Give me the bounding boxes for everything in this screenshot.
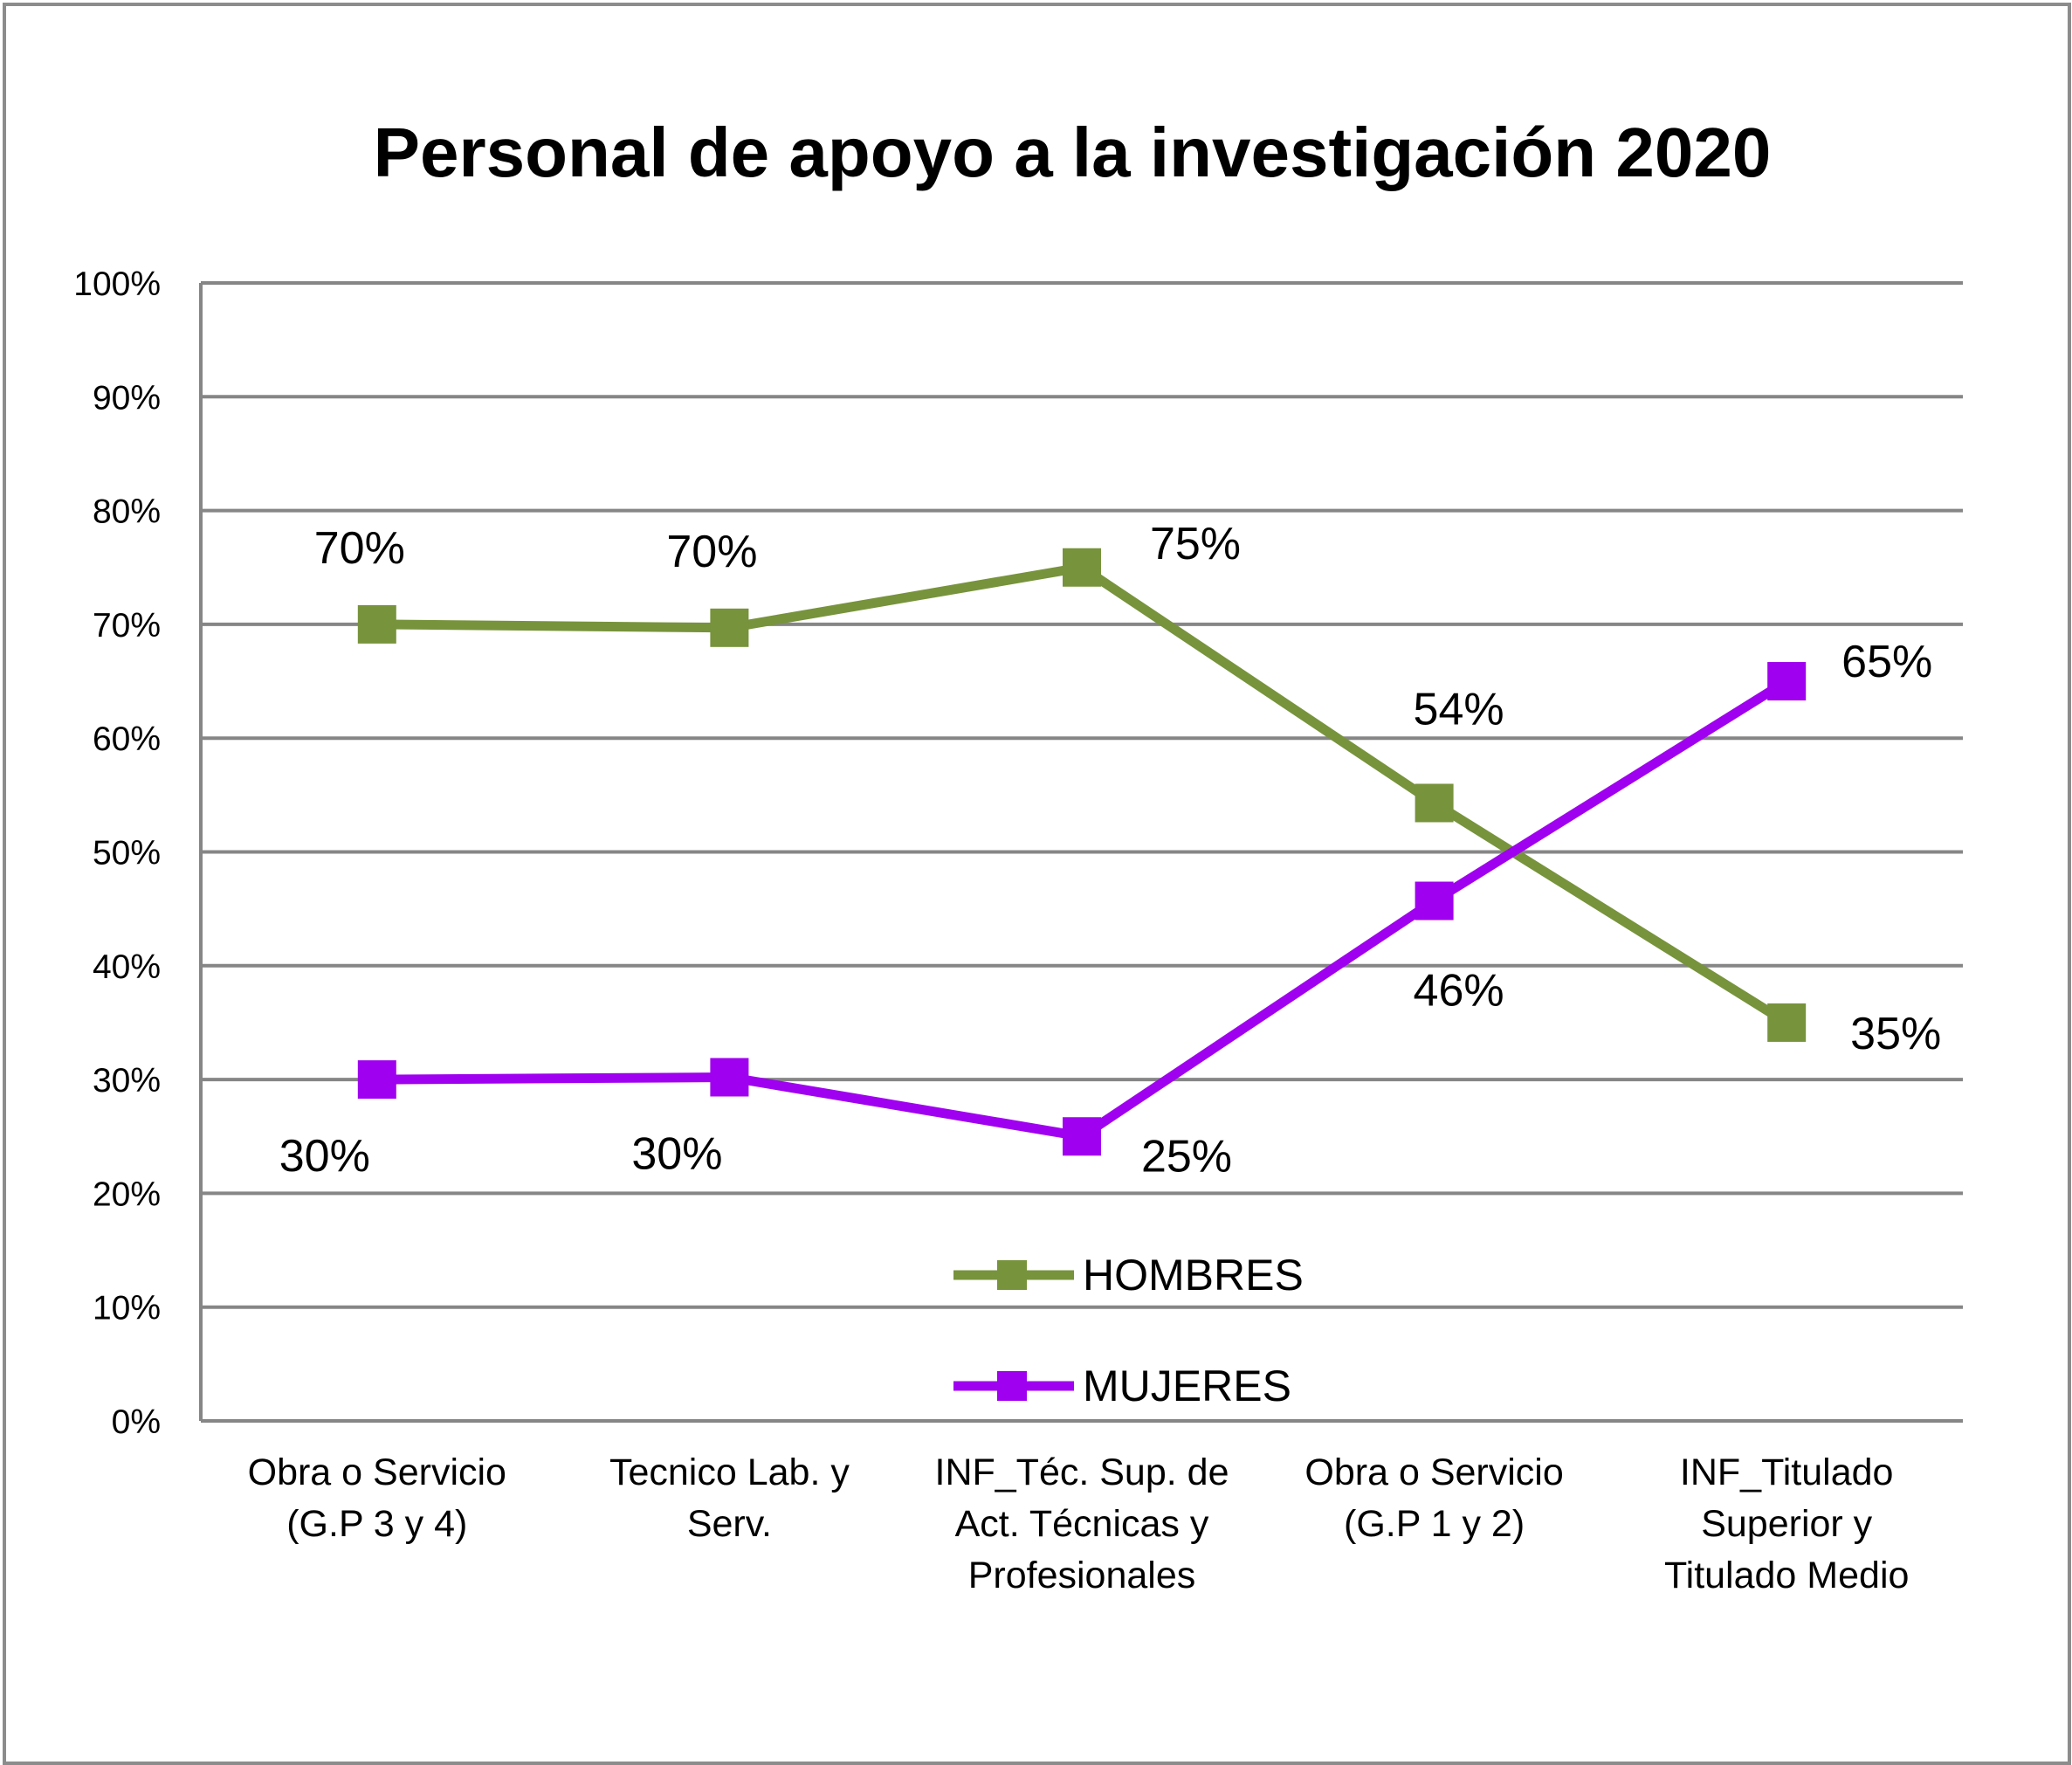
data-point-marker: [357, 604, 396, 644]
legend: HOMBRES MUJERES: [953, 1251, 1304, 1410]
data-label: 35%: [1850, 1009, 1941, 1059]
y-tick-label: 30%: [93, 1062, 161, 1100]
x-tick-label: Tecnico Lab. y Serv.: [609, 1451, 850, 1545]
data-point-marker: [357, 1060, 396, 1100]
y-tick-label: 0%: [112, 1403, 161, 1441]
data-label: 30%: [279, 1131, 370, 1182]
y-tick-label: 60%: [93, 720, 161, 758]
legend-marker-hombres: [997, 1260, 1027, 1290]
y-tick-label: 20%: [93, 1176, 161, 1213]
data-point-marker: [1063, 548, 1101, 587]
data-point-marker: [710, 608, 749, 647]
data-point-marker: [710, 1058, 749, 1097]
legend-label: MUJERES: [1083, 1362, 1291, 1410]
legend-label: HOMBRES: [1083, 1251, 1304, 1300]
data-label: 70%: [666, 527, 757, 577]
data-label: 65%: [1841, 637, 1932, 687]
x-tick-label: INF_Titulado Superior y Titulado Medio: [1664, 1451, 1909, 1596]
y-tick-label: 40%: [93, 948, 161, 986]
data-label: 70%: [314, 523, 405, 574]
data-label: 54%: [1414, 684, 1504, 734]
data-point-marker: [1063, 1117, 1101, 1156]
gridlines: [199, 281, 1963, 1423]
series-line-mujeres: [376, 677, 1790, 1141]
x-axis-ticks: Obra o Servicio (G.P 3 y 4) Tecnico Lab. y…: [248, 1451, 1910, 1596]
y-tick-label: 80%: [93, 493, 161, 531]
data-point-marker: [1415, 783, 1454, 823]
data-label: 25%: [1141, 1131, 1232, 1182]
data-label: 46%: [1414, 966, 1504, 1017]
x-tick-label: Obra o Servicio (G.P 1 y 2): [1304, 1451, 1563, 1545]
y-tick-label: 90%: [93, 379, 161, 417]
data-point-marker: [1415, 881, 1454, 920]
x-tick-label: INF_Téc. Sup. de Act. Técnicas y Profesion…: [935, 1451, 1229, 1596]
chart-frame: [3, 3, 2071, 1765]
chart-title: Personal de apoyo a la investigación 202…: [374, 114, 1772, 191]
y-tick-label: 10%: [93, 1290, 161, 1327]
data-point-marker: [1767, 662, 1807, 701]
series-group: [357, 548, 1807, 1156]
legend-marker-mujeres: [997, 1371, 1027, 1401]
data-labels: 70% 70% 75% 54% 35% 30% 30% 25% 46% 65%: [279, 519, 1941, 1182]
data-label: 75%: [1150, 519, 1241, 569]
series-line-hombres: [376, 562, 1790, 1027]
y-tick-label: 70%: [93, 607, 161, 645]
y-tick-label: 100%: [73, 265, 161, 303]
y-axis-ticks: 0% 10% 20% 30% 40% 50% 60% 70% 80% 90% 100%: [73, 265, 161, 1441]
data-label: 30%: [631, 1128, 722, 1179]
data-point-marker: [1767, 1003, 1807, 1042]
y-tick-label: 50%: [93, 835, 161, 872]
x-tick-label: Obra o Servicio (G.P 3 y 4): [248, 1451, 506, 1545]
